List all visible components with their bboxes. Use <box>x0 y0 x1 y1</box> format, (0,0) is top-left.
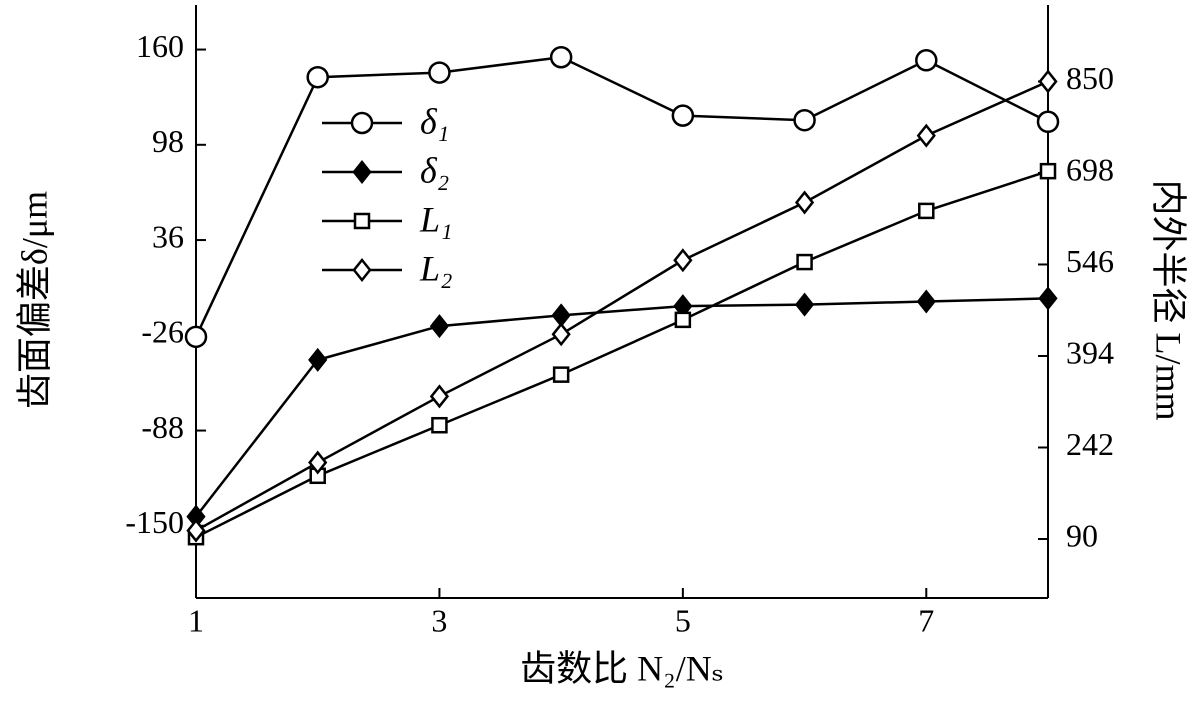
marker <box>552 366 570 383</box>
marker <box>794 292 815 317</box>
marker <box>186 518 206 543</box>
y2-tick-label: 546 <box>1066 243 1114 279</box>
marker <box>915 49 938 72</box>
marker <box>429 384 450 409</box>
legend-label: δ₁ <box>420 101 449 141</box>
marker <box>549 45 573 69</box>
y2-tick-label: 90 <box>1066 517 1098 553</box>
series-line <box>195 169 1049 539</box>
marker <box>184 325 208 349</box>
marker <box>308 450 328 475</box>
legend-label: L₁ <box>419 199 453 239</box>
marker <box>431 416 448 434</box>
y2-axis-label: 内外半径 L/mm <box>1149 180 1189 421</box>
marker <box>308 347 328 372</box>
y-tick-label: -26 <box>141 314 184 350</box>
x-axis-label: 齿数比 N₂/Nₛ <box>520 648 724 688</box>
x-tick-label: 5 <box>675 602 691 638</box>
series-line <box>194 55 1049 338</box>
marker <box>796 253 813 271</box>
marker <box>551 322 571 347</box>
marker <box>428 61 451 84</box>
marker <box>1036 110 1060 134</box>
y-tick-label: -150 <box>125 504 184 540</box>
y2-tick-label: 394 <box>1066 334 1114 370</box>
y-axis-label: 齿面偏差δ/μm <box>14 191 54 409</box>
y-tick-label: 36 <box>152 218 184 254</box>
y2-tick-label: 850 <box>1066 60 1114 96</box>
x-tick-label: 1 <box>188 602 204 638</box>
series-line <box>195 297 1049 518</box>
legend-label: L₂ <box>419 248 453 288</box>
marker <box>916 289 936 314</box>
y2-tick-label: 242 <box>1066 426 1114 462</box>
marker <box>918 202 935 220</box>
marker <box>916 123 936 148</box>
legend-marker <box>353 212 371 230</box>
series-line <box>195 80 1049 532</box>
marker <box>674 311 692 329</box>
marker <box>1038 286 1058 311</box>
y2-tick-label: 698 <box>1066 151 1114 187</box>
y-tick-label: -88 <box>141 409 184 445</box>
legend-marker <box>352 159 372 185</box>
marker <box>673 248 693 273</box>
y-tick-label: 160 <box>136 28 184 64</box>
legend-label: δ₂ <box>420 150 449 190</box>
marker <box>306 65 329 89</box>
marker <box>1038 69 1058 94</box>
marker <box>1039 162 1057 180</box>
legend-marker <box>352 257 372 283</box>
marker <box>794 190 815 215</box>
legend-marker <box>350 111 374 135</box>
x-tick-label: 3 <box>431 602 447 638</box>
y-tick-label: 98 <box>152 123 184 159</box>
marker <box>671 104 695 127</box>
marker <box>793 108 816 132</box>
marker <box>429 314 450 339</box>
x-tick-label: 7 <box>918 602 934 638</box>
